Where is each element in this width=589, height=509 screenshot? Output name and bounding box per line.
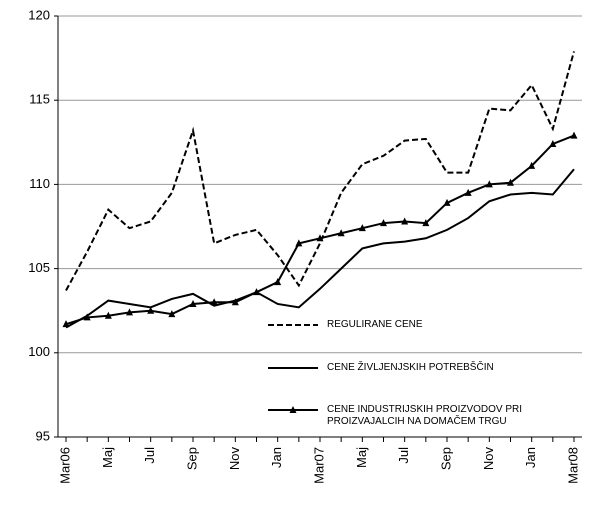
series-line [65,51,575,291]
marker [83,313,91,321]
marker [189,299,197,307]
y-tick-label: 95 [36,428,50,443]
marker [231,298,239,306]
marker [380,219,387,227]
x-tick-label: Sep [438,447,453,470]
x-tick-label: Maj [100,447,115,468]
marker [422,219,430,227]
x-tick-label: Jan [269,447,284,468]
series-line [65,168,575,329]
marker [147,306,155,314]
x-tick-label: Nov [227,447,242,471]
marker [168,310,176,318]
marker [274,278,282,286]
marker [549,139,557,147]
marker [464,188,472,196]
marker [126,308,133,316]
legend-marker [289,406,297,413]
marker [507,178,514,186]
legend-label: CENE INDUSTRIJSKIH PROIZVODOV PRI PROIZV… [327,404,523,427]
x-tick-label: Mar07 [311,447,326,484]
x-tick-label: Jan [523,447,538,468]
x-tick-label: Jul [142,447,157,464]
x-tick-label: Nov [481,447,496,471]
marker [337,229,345,237]
marker [570,131,578,139]
x-tick-label: Mar06 [57,447,72,484]
y-tick-label: 115 [29,92,50,107]
x-tick-label: Mar08 [565,447,580,484]
x-tick-label: Jul [396,447,411,464]
legend-label: REGULIRANE CENE [327,319,423,330]
marker [104,311,112,319]
marker [295,239,303,247]
marker [443,198,451,206]
x-tick-label: Maj [354,447,369,468]
marker [358,224,366,232]
marker [62,320,70,328]
marker [485,180,493,188]
y-tick-label: 105 [28,260,50,275]
y-tick-label: 120 [28,7,50,22]
legend-label: CENE ŽIVLJENJSKIH POTREBŠČIN [327,362,494,373]
y-tick-label: 110 [29,176,50,191]
marker [210,298,218,306]
series-line [65,134,575,326]
marker [253,288,260,296]
y-tick-label: 100 [28,344,50,359]
marker [401,217,409,225]
marker [528,161,536,169]
x-tick-label: Sep [184,447,199,470]
marker [316,234,324,242]
